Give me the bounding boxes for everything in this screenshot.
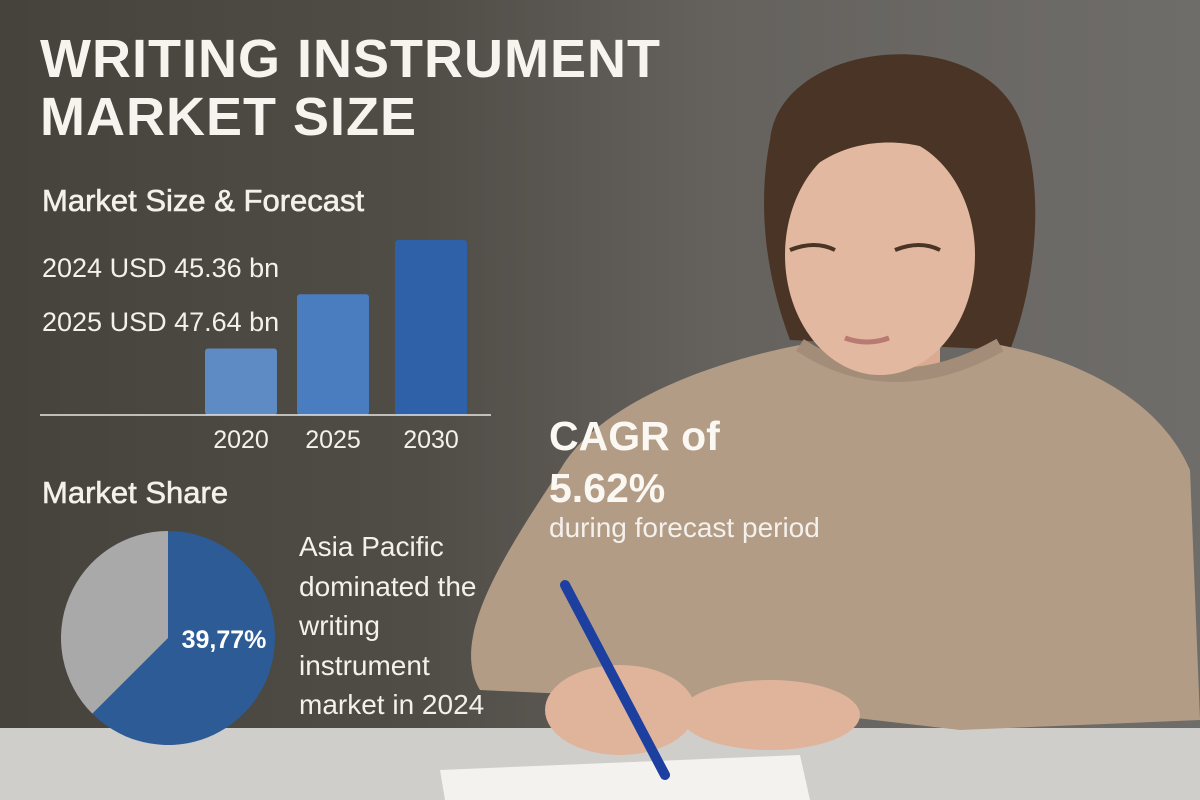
bar-2030: [395, 240, 467, 415]
pie-slice: [92, 531, 276, 745]
market-size-heading: Market Size & Forecast: [42, 183, 365, 219]
bar-2020: [205, 348, 277, 415]
description-line: dominated the: [299, 570, 477, 602]
cagr-block: CAGR of 5.62%: [549, 410, 720, 514]
x-tick-label: 2030: [403, 426, 459, 454]
market-share-description: Asia Pacific dominated the writing instr…: [299, 527, 484, 725]
x-tick-label: 2025: [305, 426, 361, 454]
pie-slice: [61, 531, 168, 714]
bar-2025: [297, 294, 369, 415]
pen-icon: [560, 580, 670, 780]
cagr-value: 5.62%: [549, 465, 666, 511]
description-line: market in 2024: [299, 689, 485, 720]
page-title: WRITING INSTRUMENT MARKET SIZE: [40, 30, 661, 146]
sweater-collar: [796, 338, 1004, 382]
description-line: instrument: [299, 649, 430, 681]
description-line: writing: [299, 610, 380, 641]
market-share-heading: Market Share: [42, 475, 229, 511]
description-line: Asia Pacific: [299, 531, 444, 562]
notebook: [440, 755, 810, 800]
cagr-subtitle: during forecast period: [549, 512, 820, 543]
x-tick-label: 2020: [213, 426, 269, 454]
mouth: [844, 335, 890, 345]
title-line-2: MARKET SIZE: [40, 87, 418, 147]
title-line-1: WRITING INSTRUMENT: [40, 29, 661, 89]
hair-front: [785, 112, 985, 200]
cagr-label: CAGR of: [549, 413, 720, 459]
pie-slice-label: 39,77%: [182, 626, 267, 654]
resting-hand: [680, 680, 860, 750]
sweater: [471, 345, 1200, 730]
stat-2024: 2024 USD 45.36 bn: [42, 253, 280, 283]
writing-hand: [545, 665, 695, 755]
eyes: [789, 243, 941, 252]
face: [785, 135, 975, 375]
stat-2025: 2025 USD 47.64 bn: [42, 307, 280, 337]
